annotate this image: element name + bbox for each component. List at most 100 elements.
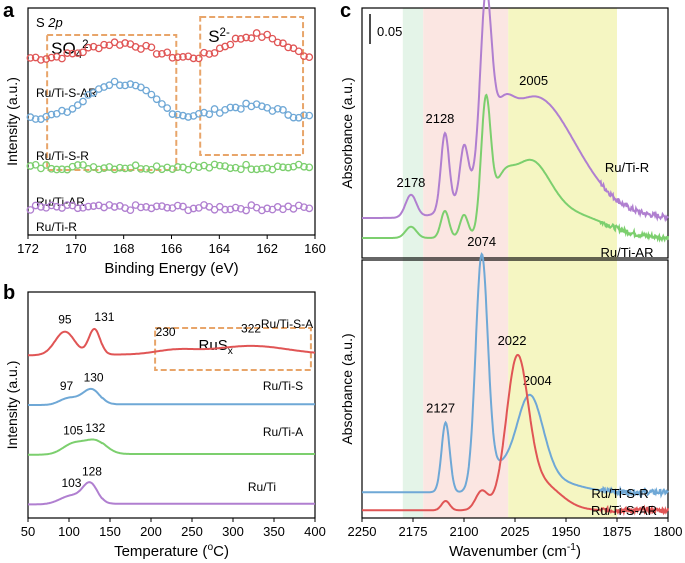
panel-b-xtick-label: 100 <box>58 524 80 539</box>
panel-c-xtick-label: 2250 <box>348 524 377 539</box>
panel-a-title: S 2p <box>36 15 63 30</box>
panel-c-xlabel: Wavenumber (cm-1) <box>449 542 581 560</box>
panel-a-point <box>147 165 156 174</box>
panel-a-point <box>173 53 182 62</box>
panel-a-point <box>184 113 193 121</box>
panel-a-point <box>142 41 150 50</box>
panel-a-xlabel: Binding Energy (eV) <box>104 260 238 277</box>
panel-a-xtick-label: 164 <box>208 241 230 256</box>
panel-a-point <box>121 164 129 173</box>
panel-a-series-Ru/Ti-S-AR <box>26 29 314 64</box>
panel-c-band <box>402 8 424 518</box>
panel-a-point <box>242 160 250 169</box>
panel-a-point <box>305 53 314 61</box>
panel-c-label: c <box>340 0 351 22</box>
panel-a-point <box>258 164 266 173</box>
panel-c-bottom-peak-label: 2127 <box>426 401 455 416</box>
panel-a-point <box>173 163 182 171</box>
panel-a-point <box>163 163 172 172</box>
panel-a-point <box>179 202 187 211</box>
panel-a-point <box>37 202 45 211</box>
panel-a-point <box>189 161 198 170</box>
panel-c-top-legend-Ru/Ti-AR: Ru/Ti-AR <box>601 245 654 260</box>
panel-a-point <box>205 163 214 172</box>
panel-a-point <box>284 163 293 172</box>
panel-a-point <box>215 161 224 170</box>
panel-a-point <box>58 165 66 174</box>
panel-b-line-Ru/Ti <box>28 481 315 506</box>
panel-b-legend-Ru/Ti-A: Ru/Ti-A <box>263 425 303 439</box>
panel-a-point <box>163 203 172 212</box>
panel-a-point <box>258 102 266 111</box>
panel-a-point <box>273 38 282 47</box>
panel-b-xtick-label: 200 <box>140 524 162 539</box>
panel-a-point <box>68 49 77 58</box>
panel-b-line-Ru/Ti-S-A <box>28 327 316 357</box>
panel-c-xtick-label: 1950 <box>552 524 581 539</box>
panel-a-point <box>142 203 150 211</box>
panel-a-point <box>42 55 51 63</box>
panel-b-legend-Ru/Ti-S-A: Ru/Ti-S-A <box>261 317 313 331</box>
panel-a-point <box>279 39 287 48</box>
panel-a-xtick-label: 170 <box>65 241 87 256</box>
panel-a-point <box>237 105 245 113</box>
panel-c: c 0.05 2250 2175 2100 2025 1950 1875 1800 Wavenum… <box>339 0 682 560</box>
panel-a-point <box>131 161 140 170</box>
panel-a-point <box>279 163 287 172</box>
panel-a-point <box>47 201 56 210</box>
panel-b-peak-label: 322 <box>241 322 261 336</box>
panel-a-point <box>47 53 56 62</box>
panel-a-point <box>252 29 261 37</box>
panel-b-peak-label: 103 <box>61 476 81 490</box>
panel-a-point <box>63 49 72 57</box>
panel-c-xtick-label: 2175 <box>399 524 428 539</box>
panel-a-point <box>137 203 145 212</box>
panel-a-legend-Ru/Ti-R: Ru/Ti-R <box>36 220 77 234</box>
panel-a-point <box>47 164 56 173</box>
panel-a-point <box>242 33 250 42</box>
panel-b-peak-label: 97 <box>60 379 74 393</box>
panel-b-peak-label: 105 <box>63 424 83 438</box>
panel-a-point <box>163 104 172 112</box>
panel-a-point <box>110 165 119 174</box>
panel-a-point <box>179 111 187 120</box>
panel-a-point <box>105 81 114 90</box>
panel-c-xtick-label: 1800 <box>654 524 683 539</box>
panel-a-point <box>205 50 214 58</box>
panel-a-point <box>79 48 87 57</box>
panel-a-legend-Ru/Ti-S-AR: Ru/Ti-S-AR <box>36 86 97 100</box>
panel-b-peak-label: 230 <box>156 325 176 339</box>
panel-a-point <box>58 106 66 115</box>
panel-b-legend-Ru/Ti: Ru/Ti <box>248 480 276 494</box>
panel-a-point <box>63 108 72 117</box>
panel-c-xtick-label: 2100 <box>450 524 479 539</box>
panel-a-point <box>294 47 303 56</box>
panel-a-series-Ru/Ti-AR <box>26 160 314 174</box>
panel-a-point <box>300 162 308 171</box>
panel-a-point <box>231 34 240 43</box>
panel-a-point <box>63 201 72 209</box>
panel-a-point <box>200 108 208 117</box>
panel-c-bottom-legend-Ru/Ti-S-AR: Ru/Ti-S-AR <box>591 503 657 518</box>
panel-a-xtick-label: 168 <box>113 241 135 256</box>
panel-a-point <box>158 100 166 108</box>
panel-a-point <box>94 165 103 174</box>
panel-a-point <box>42 161 51 169</box>
panel-a-point <box>52 165 61 174</box>
panel-b-xtick-label: 50 <box>21 524 35 539</box>
panel-a-point <box>73 161 82 169</box>
panel-a-point <box>210 160 219 169</box>
panel-a-point <box>137 45 145 53</box>
panel-c-top-line-Ru/Ti-R <box>362 0 669 223</box>
panel-a-point <box>221 205 229 214</box>
panel-a-point <box>94 44 103 53</box>
panel-c-bottom-ylabel: Absorbance (a.u.) <box>339 333 355 444</box>
panel-a-point <box>121 81 129 90</box>
panel-c-top-ylabel: Absorbance (a.u.) <box>339 77 355 188</box>
panel-a-point <box>79 203 87 212</box>
panel-a-point <box>300 203 308 212</box>
panel-a-ylabel: Intensity (a.u.) <box>4 77 20 166</box>
panel-a-xtick-label: 160 <box>304 241 326 256</box>
panel-a-s2-box <box>199 16 305 156</box>
